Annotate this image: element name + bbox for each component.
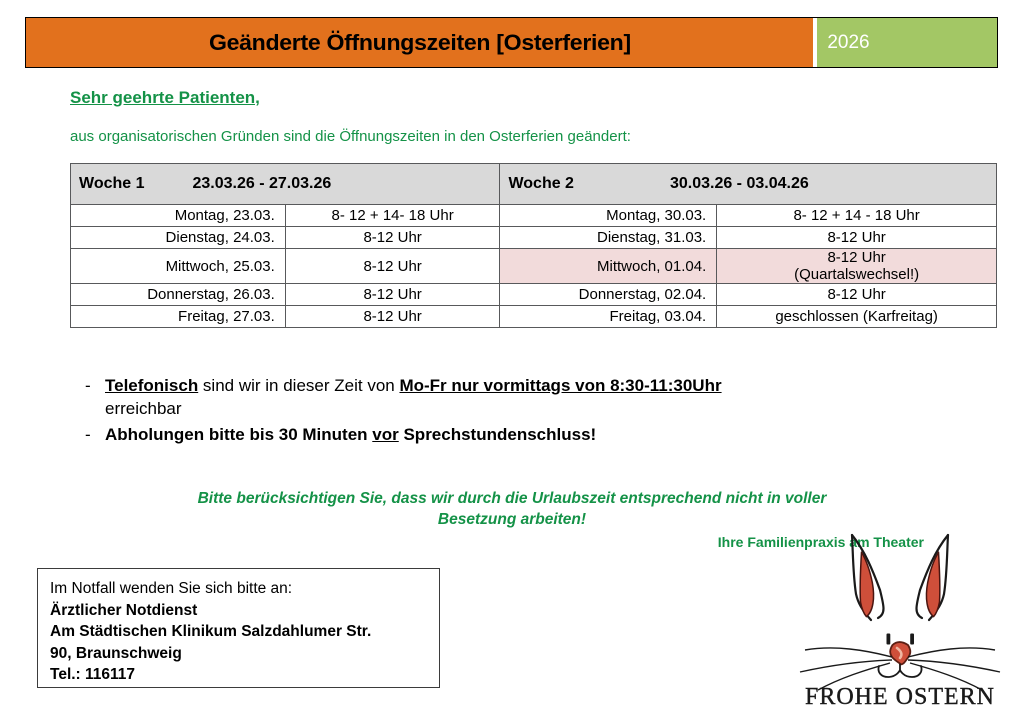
svg-text:FROHE OSTERN: FROHE OSTERN [805, 684, 995, 710]
